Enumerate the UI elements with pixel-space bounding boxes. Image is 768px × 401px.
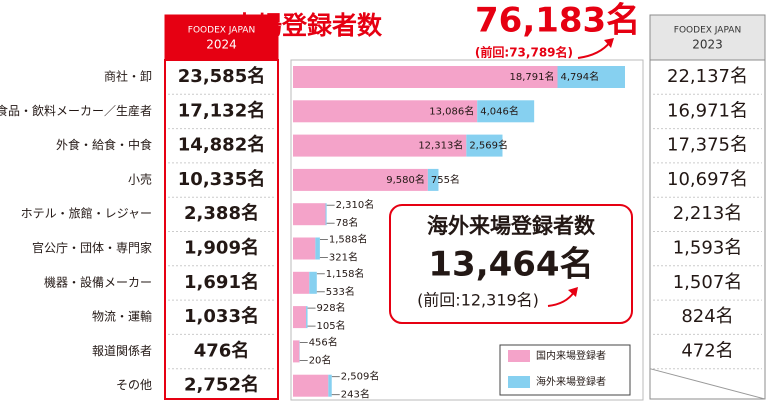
column-value: 1,593名 bbox=[673, 238, 743, 259]
bar bbox=[315, 237, 320, 260]
column-value: 1,507名 bbox=[673, 272, 743, 293]
bar bbox=[466, 134, 503, 157]
column-value: 824名 bbox=[681, 306, 733, 327]
column-value: 10,335名 bbox=[178, 168, 265, 190]
callout-box bbox=[389, 204, 633, 324]
bar bbox=[427, 168, 439, 191]
callout-previous: (前回:12,319名) bbox=[417, 291, 539, 310]
data-label: 4,794名 bbox=[561, 70, 600, 83]
column-header bbox=[649, 14, 766, 61]
data-label: 78名 bbox=[336, 216, 359, 229]
column-value: 1,691名 bbox=[184, 271, 259, 293]
category-label: 機器・設備メーカー bbox=[44, 274, 152, 289]
total: 76,183名 bbox=[475, 1, 640, 41]
column-header-text: 2024 bbox=[206, 38, 237, 52]
column-value: 23,585名 bbox=[178, 65, 265, 87]
column-value: 22,137名 bbox=[667, 66, 748, 87]
bar bbox=[293, 237, 316, 260]
category-label: 物流・運輸 bbox=[92, 309, 152, 324]
data-label: 928名 bbox=[317, 301, 346, 314]
data-label: 9,580名 bbox=[386, 173, 425, 186]
column-value: 476名 bbox=[194, 339, 250, 361]
bar bbox=[293, 134, 467, 157]
column-value: 2,213名 bbox=[673, 203, 743, 224]
bar bbox=[325, 203, 327, 226]
category-label: 食品・飲料メーカー／生産者 bbox=[0, 103, 152, 118]
category-label: 外食・給食・中食 bbox=[56, 137, 152, 152]
data-label: 321名 bbox=[329, 251, 358, 264]
callout-total: 13,464名 bbox=[428, 245, 593, 285]
data-label: 105名 bbox=[317, 319, 346, 332]
plot-frame bbox=[290, 59, 644, 401]
legend-swatch bbox=[508, 376, 530, 388]
data-label: 20名 bbox=[309, 353, 332, 366]
column-header-text: FOODEX JAPAN bbox=[674, 26, 741, 36]
column-value: 17,132名 bbox=[178, 99, 265, 121]
callout-title: 海外来場登録者数 bbox=[427, 214, 596, 238]
category-label: 官公庁・団体・専門家 bbox=[32, 240, 152, 255]
bar bbox=[293, 306, 307, 329]
data-label: 12,313名 bbox=[418, 139, 463, 152]
category-label: 商社・卸 bbox=[104, 69, 152, 84]
bar bbox=[309, 271, 317, 294]
bar bbox=[293, 66, 558, 88]
bar bbox=[306, 306, 308, 329]
column-body bbox=[649, 59, 766, 400]
data-label: 1,158名 bbox=[326, 267, 365, 280]
category-label: その他 bbox=[116, 378, 152, 392]
column-value: 10,697名 bbox=[667, 169, 748, 190]
column-value: 2,752名 bbox=[184, 374, 259, 396]
legend-swatch bbox=[508, 350, 530, 362]
column-body bbox=[164, 59, 279, 400]
arrow bbox=[577, 41, 611, 59]
data-label: 13,086名 bbox=[429, 104, 474, 117]
data-label: 456名 bbox=[309, 335, 338, 348]
column-value: 16,971名 bbox=[667, 100, 748, 121]
bar bbox=[293, 203, 326, 226]
bar bbox=[293, 168, 428, 191]
bar bbox=[293, 374, 329, 397]
column-value: 472名 bbox=[681, 340, 733, 361]
column-header-text: 2023 bbox=[692, 38, 723, 52]
bar bbox=[557, 66, 625, 88]
category-label: 小売 bbox=[128, 171, 152, 186]
empty-cell bbox=[649, 368, 766, 400]
category-label: ホテル・旅館・レジャー bbox=[21, 206, 152, 221]
bar bbox=[293, 100, 478, 123]
column-value: 14,882名 bbox=[178, 134, 265, 156]
column-value: 17,375名 bbox=[667, 135, 748, 156]
category-label: 報道関係者 bbox=[92, 344, 152, 358]
column-header bbox=[164, 14, 279, 61]
data-label: 1,588名 bbox=[329, 233, 368, 246]
column-header-text: FOODEX JAPAN bbox=[188, 26, 255, 36]
data-label: 2,569名 bbox=[469, 139, 508, 152]
column-value: 1,909名 bbox=[184, 237, 259, 259]
data-label: 243名 bbox=[341, 388, 370, 401]
data-label: 755名 bbox=[431, 173, 460, 186]
data-label: 2,509名 bbox=[341, 370, 380, 383]
data-label: 533名 bbox=[326, 285, 355, 298]
data-label: 2,310名 bbox=[336, 198, 375, 211]
column-value: 2,388名 bbox=[184, 202, 259, 224]
bar bbox=[293, 340, 300, 363]
data-label: 4,046名 bbox=[480, 104, 519, 117]
arrow-head bbox=[568, 287, 578, 297]
data-label: 18,791名 bbox=[510, 70, 555, 83]
legend-label: 国内来場登録者 bbox=[536, 349, 606, 362]
arrow-head bbox=[604, 38, 614, 48]
legend-label: 海外来場登録者 bbox=[536, 375, 606, 388]
column-value: 1,033名 bbox=[184, 305, 259, 327]
bar bbox=[293, 271, 310, 294]
previous: (前回:73,789名) bbox=[475, 45, 573, 60]
bar bbox=[328, 374, 332, 397]
bar bbox=[477, 100, 535, 123]
